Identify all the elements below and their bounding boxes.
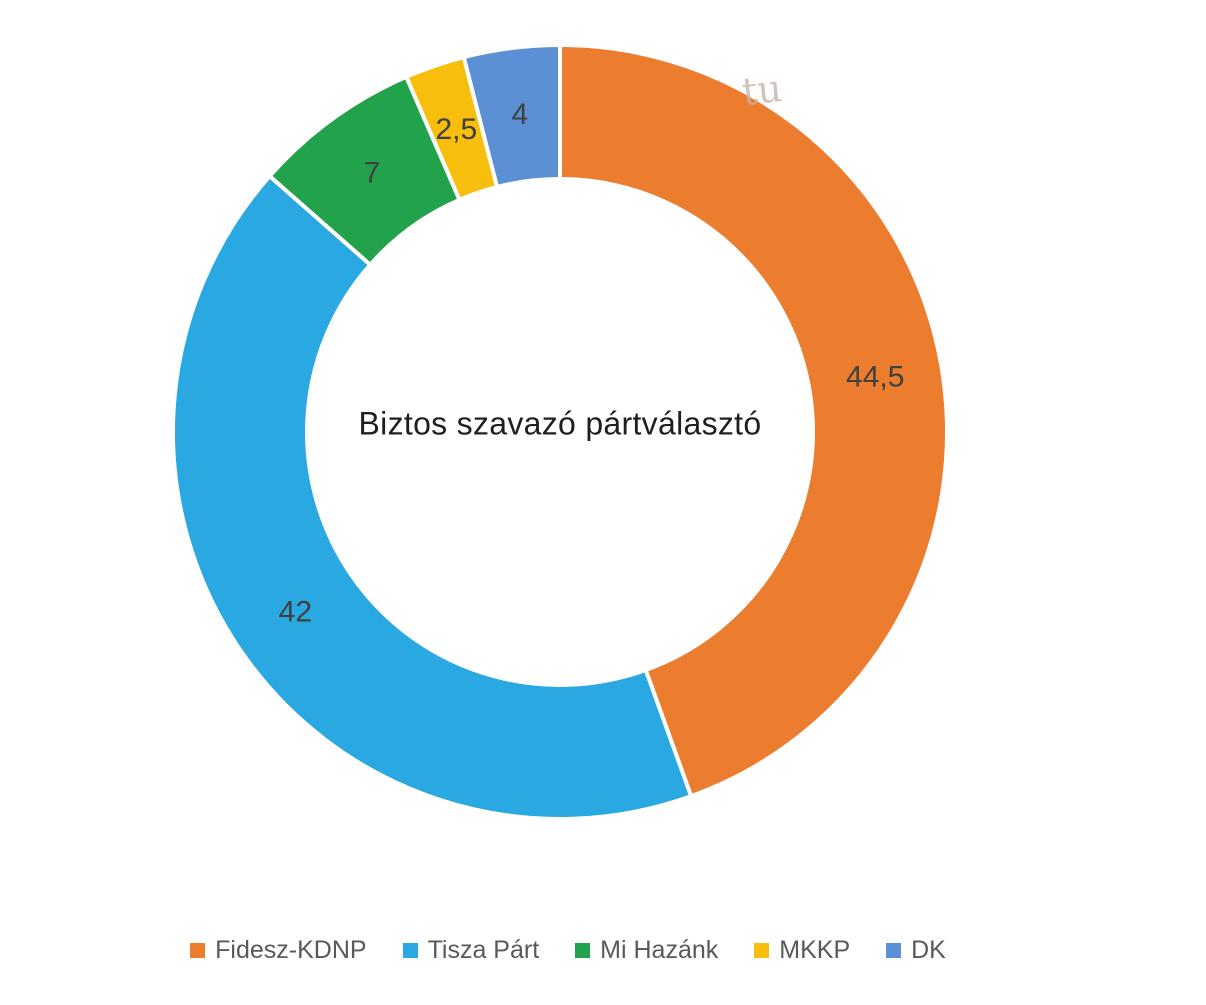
slice-dk [461, 43, 562, 189]
legend-marker-mi-hazank-icon [575, 943, 591, 958]
slice-value-mkkp: 2,5 [435, 113, 477, 146]
legend-item-mkkp: MKKP [754, 936, 850, 965]
legend-marker-tisza-part-icon [402, 943, 418, 958]
chart-title: Biztos szavazó pártválasztó [358, 405, 762, 442]
legend-label-fidesz-kdnp: Fidesz-KDNP [215, 936, 367, 964]
legend-item-mi-hazank: Mi Hazánk [575, 936, 718, 965]
legend-label-tisza-part: Tisza Párt [427, 936, 540, 964]
slice-value-dk: 4 [512, 98, 529, 131]
legend-item-fidesz-kdnp: Fidesz-KDNP [190, 936, 367, 965]
chart-legend: Fidesz-KDNP Tisza Párt Mi Hazánk MKKP DK [0, 936, 1136, 965]
slice-value-mi-hazank: 7 [364, 157, 381, 190]
slice-value-fidesz-kdnp: 44,5 [846, 360, 904, 393]
legend-marker-fidesz-kdnp-icon [190, 943, 206, 958]
donut-value-labels: 44,5 42 7 2,5 4 [279, 98, 905, 628]
legend-item-dk: DK [886, 936, 946, 965]
legend-item-tisza-part: Tisza Párt [402, 936, 540, 965]
slice-fidesz-kdnp [558, 43, 949, 799]
slice-tisza-part [171, 174, 694, 821]
donut-slices [171, 43, 949, 821]
legend-marker-dk-icon [886, 943, 902, 958]
legend-label-mkkp: MKKP [779, 936, 851, 964]
legend-label-dk: DK [911, 936, 946, 964]
slice-value-tisza-part: 42 [279, 595, 312, 628]
legend-marker-mkkp-icon [754, 943, 770, 958]
legend-label-mi-hazank: Mi Hazánk [600, 936, 719, 964]
